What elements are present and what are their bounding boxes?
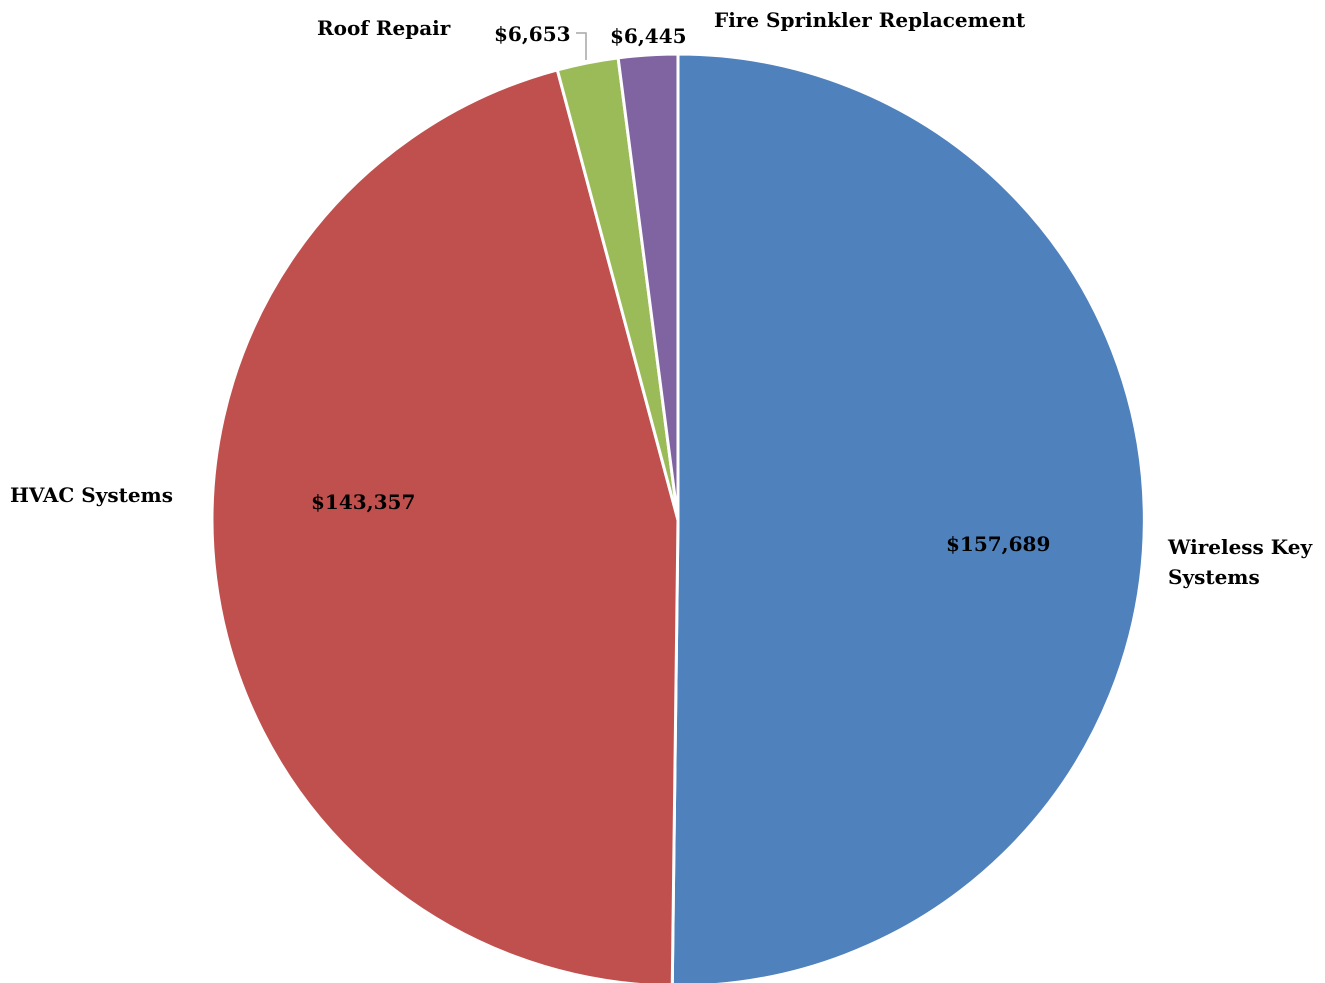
value-label-wireless-key-systems: $157,689	[946, 532, 1050, 556]
leader-lines	[576, 32, 587, 60]
category-label-wireless-line-2: Systems	[1168, 565, 1260, 589]
category-label-wireless-line-1: Wireless Key	[1167, 535, 1313, 559]
leader-line-roof-repair	[576, 32, 587, 60]
pie-slice-fire-sprinkler-replacement	[616, 52, 680, 522]
pie-slice-hvac-systems	[210, 68, 680, 983]
pie-slices	[210, 52, 1146, 983]
category-label-hvac-systems: HVAC Systems	[10, 483, 173, 507]
category-label-wireless-key-systems: Wireless Key Systems	[1167, 535, 1319, 589]
category-label-fire-sprinkler-replacement: Fire Sprinkler Replacement	[714, 8, 1026, 32]
value-label-roof-repair: $6,653	[494, 22, 571, 46]
pie-slice-wireless-key-systems	[670, 52, 1146, 983]
value-label-hvac-systems: $143,357	[311, 490, 415, 514]
value-label-fire-sprinkler-replacement: $6,445	[610, 24, 687, 48]
category-label-roof-repair: Roof Repair	[317, 16, 451, 40]
